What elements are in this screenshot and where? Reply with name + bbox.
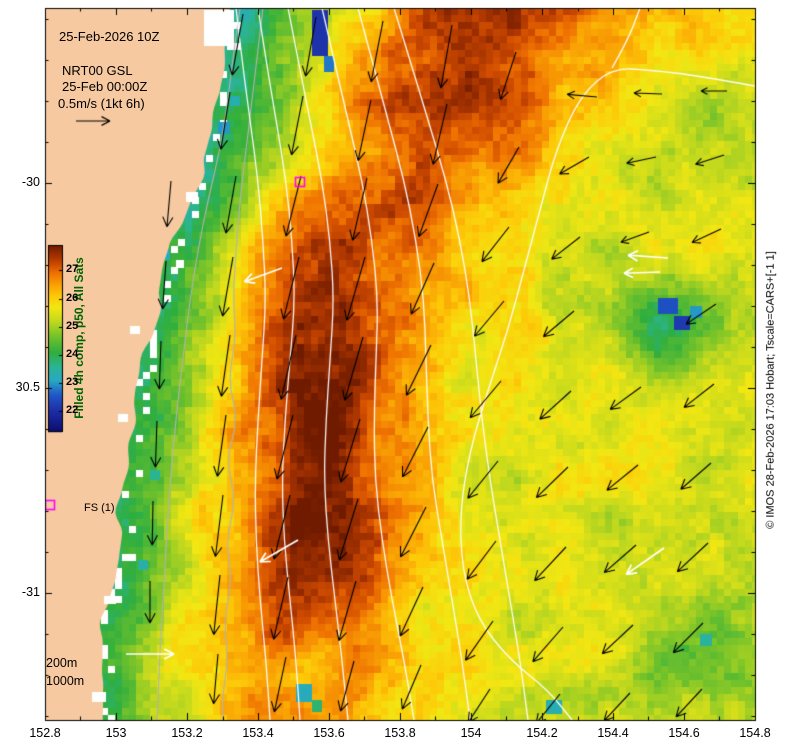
x-axis-tick-label: 153.8	[384, 726, 416, 740]
x-axis-tick-label: 153.6	[313, 726, 345, 740]
x-axis-tick-label: 154.4	[597, 726, 629, 740]
x-axis-tick-label: 153	[105, 726, 127, 740]
isobath-1000m-label: 1000m	[46, 674, 85, 688]
colorbar-tick-label: 23	[66, 376, 79, 389]
colorbar-title: Filled 4h comp, p50, All Sats	[72, 257, 87, 419]
x-axis-tick-label: 153.2	[171, 726, 203, 740]
y-axis-tick-label: -30	[21, 175, 40, 189]
vector-scale-label: 0.5m/s (1kt 6h)	[58, 96, 145, 111]
fs-station-label: FS (1)	[84, 502, 115, 514]
colorbar-tick-label: 27	[66, 263, 79, 276]
x-axis-tick-label: 154.8	[739, 726, 771, 740]
isobath-200m-label: 200m	[46, 656, 78, 670]
x-axis-tick-label: 154.2	[526, 726, 558, 740]
model-time-label: 25-Feb 00:00Z	[62, 79, 148, 94]
datetime-label: 25-Feb-2026 10Z	[59, 29, 160, 44]
x-axis-tick-label: 153.4	[242, 726, 274, 740]
colorbar-tick-label: 26	[66, 291, 79, 304]
colorbar-tick-label: 24	[66, 347, 79, 360]
colorbar-tick-label: 22	[66, 404, 79, 417]
x-axis-tick-label: 154.6	[668, 726, 700, 740]
copyright-label: © IMOS 28-Feb-2026 17:03 Hobart; Tscale=…	[764, 251, 777, 529]
model-run-label: NRT00 GSL	[62, 63, 133, 78]
x-axis-tick-label: 152.8	[29, 726, 61, 740]
y-axis-tick-label: -31	[21, 585, 40, 599]
y-axis-tick-label: 30.5	[15, 380, 40, 394]
colorbar-tick-label: 25	[66, 319, 79, 332]
x-axis-tick-label: 154	[460, 726, 482, 740]
